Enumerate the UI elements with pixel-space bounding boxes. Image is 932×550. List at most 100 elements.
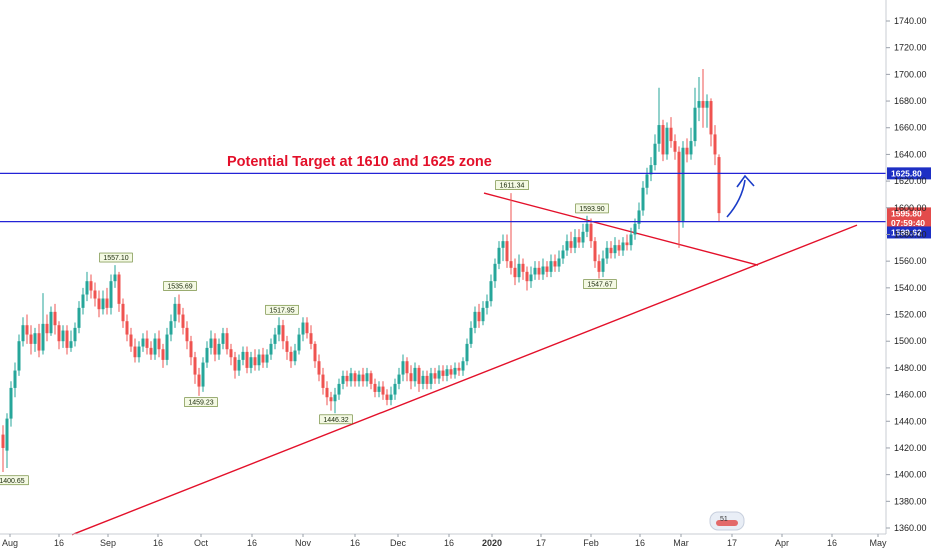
price-tag-box (319, 414, 353, 425)
candle-body (353, 373, 357, 382)
candle-body (693, 107, 697, 142)
candle-body (201, 362, 205, 387)
candle-body (441, 370, 445, 376)
candle-body (521, 263, 525, 272)
price-tag-text: 1400.65 (0, 478, 25, 485)
candle-body (513, 267, 517, 278)
candle-body (189, 341, 193, 358)
candle-body (437, 370, 441, 379)
overlay-layer: Potential Target at 1610 and 1625 zone 5… (227, 154, 755, 531)
price-tag-box (184, 397, 218, 407)
candle-body (669, 127, 673, 142)
candle-body (493, 263, 497, 282)
y-tick-label: 1500.00 (894, 336, 927, 346)
candle-body (129, 334, 133, 347)
candle-body (113, 274, 117, 282)
candle-body (297, 334, 301, 351)
candle-body (305, 322, 309, 334)
candle-body (621, 242, 625, 251)
price-tag-box (265, 304, 299, 315)
candle-body (589, 223, 593, 242)
candle-body (601, 258, 605, 272)
candle-body (333, 394, 337, 402)
candle-body (349, 373, 353, 382)
trend-line-descending-resistance (483, 192, 759, 266)
candle-body (609, 247, 613, 254)
price-tag-box (575, 203, 609, 214)
candle-body (261, 354, 265, 363)
candle-body (165, 334, 169, 360)
price-tag-box (495, 180, 529, 190)
candle-body (73, 327, 77, 342)
candle-body (121, 303, 125, 322)
candle-body (125, 321, 129, 335)
candle-body (169, 321, 173, 335)
candle-body (665, 127, 669, 155)
candle-body (593, 241, 597, 262)
x-tick-label: May (869, 538, 887, 548)
candle-body (325, 387, 329, 398)
candle-body (505, 241, 509, 262)
x-tick-label: Feb (583, 538, 599, 548)
candle-body (61, 330, 65, 342)
y-tick-label: 1620.00 (894, 176, 927, 186)
candle-body (141, 338, 145, 347)
candle-body (469, 327, 473, 344)
candle-body (653, 143, 657, 166)
candle-body (229, 349, 233, 358)
candle-body (81, 294, 85, 308)
y-tick-label: 1740.00 (894, 16, 927, 26)
candle-body (561, 250, 565, 259)
x-tick-label: 16 (54, 538, 64, 548)
trend-line-layer (71, 192, 858, 536)
candle-body (301, 322, 305, 335)
candle-body (577, 237, 581, 243)
candle-body (421, 375, 425, 384)
candle-body (401, 361, 405, 375)
candle-body (9, 387, 13, 419)
y-tick-label: 1660.00 (894, 123, 927, 133)
y-tick-label: 1640.00 (894, 149, 927, 159)
candle-body (217, 343, 221, 355)
candle-body (605, 247, 609, 259)
candle-body (529, 274, 533, 282)
candle-body (497, 247, 501, 264)
logo-text: 51 (720, 516, 728, 523)
candle-body (429, 373, 433, 384)
y-tick-label: 1560.00 (894, 256, 927, 266)
candle-body (485, 301, 489, 308)
candle-body (97, 298, 101, 310)
candle-body (681, 147, 685, 222)
candle-body (501, 241, 505, 248)
candle-body (225, 333, 229, 350)
candle-body (109, 281, 113, 308)
candle-body (209, 338, 213, 348)
candle-body (17, 341, 21, 371)
candle-body (45, 323, 49, 334)
candle-body (417, 367, 421, 384)
axis-price-tag-text: 07:59:40 (891, 218, 925, 228)
candle-body (477, 311, 481, 322)
candle-body (145, 338, 149, 348)
candle-body (617, 245, 621, 251)
candle-body (361, 374, 365, 382)
candle-body (461, 361, 465, 371)
candle-body (557, 258, 561, 267)
candle-body (289, 351, 293, 362)
candle-body (457, 367, 461, 371)
candle-body (713, 134, 717, 155)
candle-body (509, 261, 513, 268)
candle-body (405, 361, 409, 374)
candle-body (1, 434, 5, 448)
candle-body (677, 151, 681, 222)
candle-body (293, 350, 297, 362)
candle-body (25, 325, 29, 335)
y-tick-label: 1420.00 (894, 443, 927, 453)
candle-body (393, 383, 397, 395)
chart-annotation: Potential Target at 1610 and 1625 zone (227, 154, 492, 170)
candle-body (41, 323, 45, 351)
tradingview-logo-icon: 51 (709, 511, 745, 531)
